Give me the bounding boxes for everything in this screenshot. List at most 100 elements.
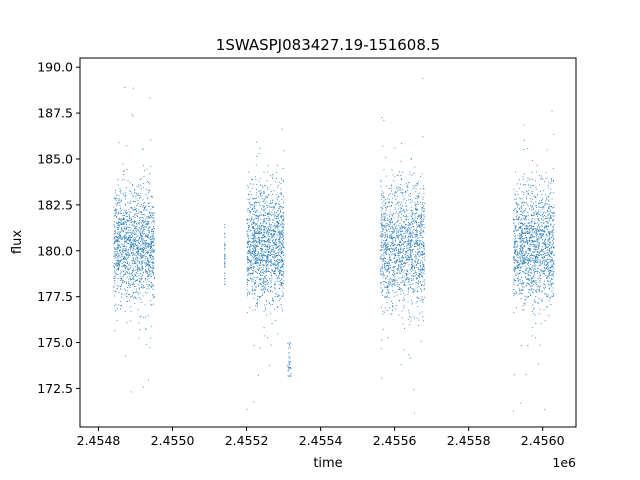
data-point xyxy=(414,243,416,245)
data-point xyxy=(529,241,531,242)
data-point xyxy=(125,253,127,255)
data-point xyxy=(139,206,141,207)
data-point xyxy=(263,229,265,231)
data-point xyxy=(277,165,279,166)
data-point xyxy=(415,241,417,243)
data-point xyxy=(252,222,254,224)
data-point xyxy=(387,243,389,245)
data-point xyxy=(121,279,123,281)
data-point xyxy=(402,249,404,251)
data-point xyxy=(421,213,423,215)
data-point xyxy=(260,190,262,192)
data-point xyxy=(267,236,269,238)
data-point xyxy=(128,215,130,217)
data-point xyxy=(132,272,134,273)
data-point xyxy=(280,183,282,185)
data-point xyxy=(532,241,534,242)
data-point xyxy=(255,164,257,166)
data-point xyxy=(535,197,537,199)
data-point xyxy=(420,221,422,222)
data-point xyxy=(524,257,526,259)
data-point xyxy=(133,281,134,283)
data-point xyxy=(135,280,137,281)
data-point xyxy=(224,264,226,266)
data-point xyxy=(132,240,134,241)
data-point xyxy=(272,209,274,211)
data-point xyxy=(116,209,118,211)
data-point xyxy=(408,231,410,233)
data-point xyxy=(141,231,143,233)
data-point xyxy=(268,259,269,261)
data-point xyxy=(127,252,129,253)
data-point xyxy=(131,243,133,245)
data-point xyxy=(150,286,152,287)
data-point xyxy=(279,271,281,273)
data-point xyxy=(421,296,423,298)
data-point xyxy=(416,296,418,298)
data-point xyxy=(541,241,543,243)
data-point xyxy=(538,264,540,266)
data-point xyxy=(280,256,282,258)
data-point xyxy=(278,241,280,243)
data-point xyxy=(272,270,274,272)
data-point xyxy=(126,238,128,240)
data-point xyxy=(268,262,270,264)
data-point xyxy=(394,241,396,243)
data-point xyxy=(268,229,270,231)
data-point xyxy=(120,259,122,261)
data-point xyxy=(394,192,396,194)
data-point xyxy=(147,234,149,236)
data-point xyxy=(392,249,394,251)
data-point xyxy=(266,337,268,338)
data-point xyxy=(521,245,522,247)
data-point xyxy=(415,273,417,275)
data-point xyxy=(553,237,555,239)
data-point xyxy=(246,289,248,290)
data-point xyxy=(134,227,136,229)
data-point xyxy=(278,288,280,290)
data-point xyxy=(147,236,149,238)
data-point xyxy=(127,257,129,259)
data-point xyxy=(130,244,132,246)
data-point xyxy=(261,250,263,252)
data-point xyxy=(416,239,418,241)
data-point xyxy=(403,233,405,235)
data-point xyxy=(131,296,133,298)
data-point xyxy=(282,294,284,296)
data-point xyxy=(126,227,127,229)
data-point xyxy=(410,256,412,258)
data-point xyxy=(136,278,138,280)
data-point xyxy=(539,214,541,216)
data-point xyxy=(513,219,515,221)
data-point xyxy=(278,233,280,235)
data-point xyxy=(406,208,408,210)
data-point xyxy=(388,296,390,298)
data-point xyxy=(119,217,121,219)
data-point xyxy=(148,274,150,275)
data-point xyxy=(114,241,116,243)
data-point xyxy=(115,190,116,192)
data-point xyxy=(266,256,268,258)
data-point xyxy=(272,207,274,209)
data-point xyxy=(119,256,121,258)
data-point xyxy=(276,306,278,307)
data-point xyxy=(124,260,126,262)
data-point xyxy=(282,167,284,169)
data-point xyxy=(385,262,387,264)
data-point xyxy=(121,228,122,230)
data-point xyxy=(271,233,272,234)
data-point xyxy=(250,262,251,264)
data-point xyxy=(405,241,407,243)
data-point xyxy=(423,273,425,275)
data-point xyxy=(129,236,131,238)
data-point xyxy=(521,214,523,215)
data-point xyxy=(114,305,116,307)
data-point xyxy=(288,362,290,364)
data-point xyxy=(417,234,418,235)
data-point xyxy=(262,259,264,261)
data-point xyxy=(278,203,280,205)
data-point xyxy=(382,281,384,282)
data-point xyxy=(137,268,139,270)
data-point xyxy=(115,203,117,205)
data-point xyxy=(224,254,226,256)
